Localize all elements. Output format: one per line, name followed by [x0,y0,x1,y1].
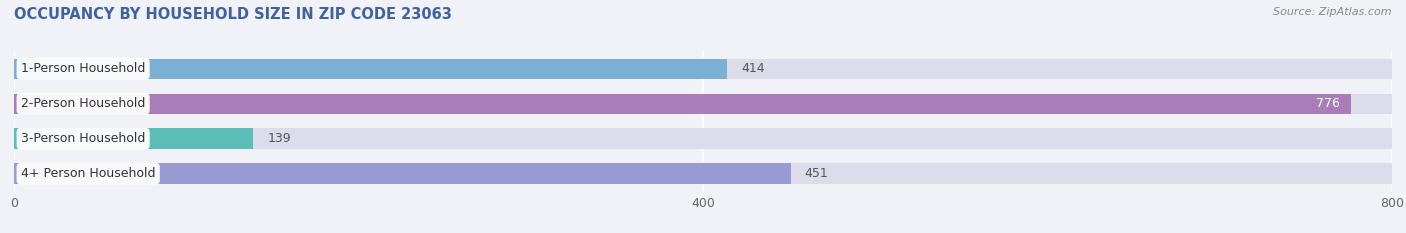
Text: 1-Person Household: 1-Person Household [21,62,145,75]
Bar [14,164,1392,184]
Bar [14,59,1392,79]
Text: 3-Person Household: 3-Person Household [21,132,145,145]
Text: 451: 451 [804,167,828,180]
Text: OCCUPANCY BY HOUSEHOLD SIZE IN ZIP CODE 23063: OCCUPANCY BY HOUSEHOLD SIZE IN ZIP CODE … [14,7,451,22]
Text: 414: 414 [741,62,765,75]
Bar [14,94,1351,114]
Text: Source: ZipAtlas.com: Source: ZipAtlas.com [1274,7,1392,17]
Bar [14,94,1392,114]
Text: 4+ Person Household: 4+ Person Household [21,167,156,180]
Bar [14,59,727,79]
Text: 2-Person Household: 2-Person Household [21,97,145,110]
Text: 776: 776 [1316,97,1340,110]
Text: 139: 139 [267,132,291,145]
Bar [14,129,253,149]
Bar [14,164,790,184]
Bar [14,129,1392,149]
